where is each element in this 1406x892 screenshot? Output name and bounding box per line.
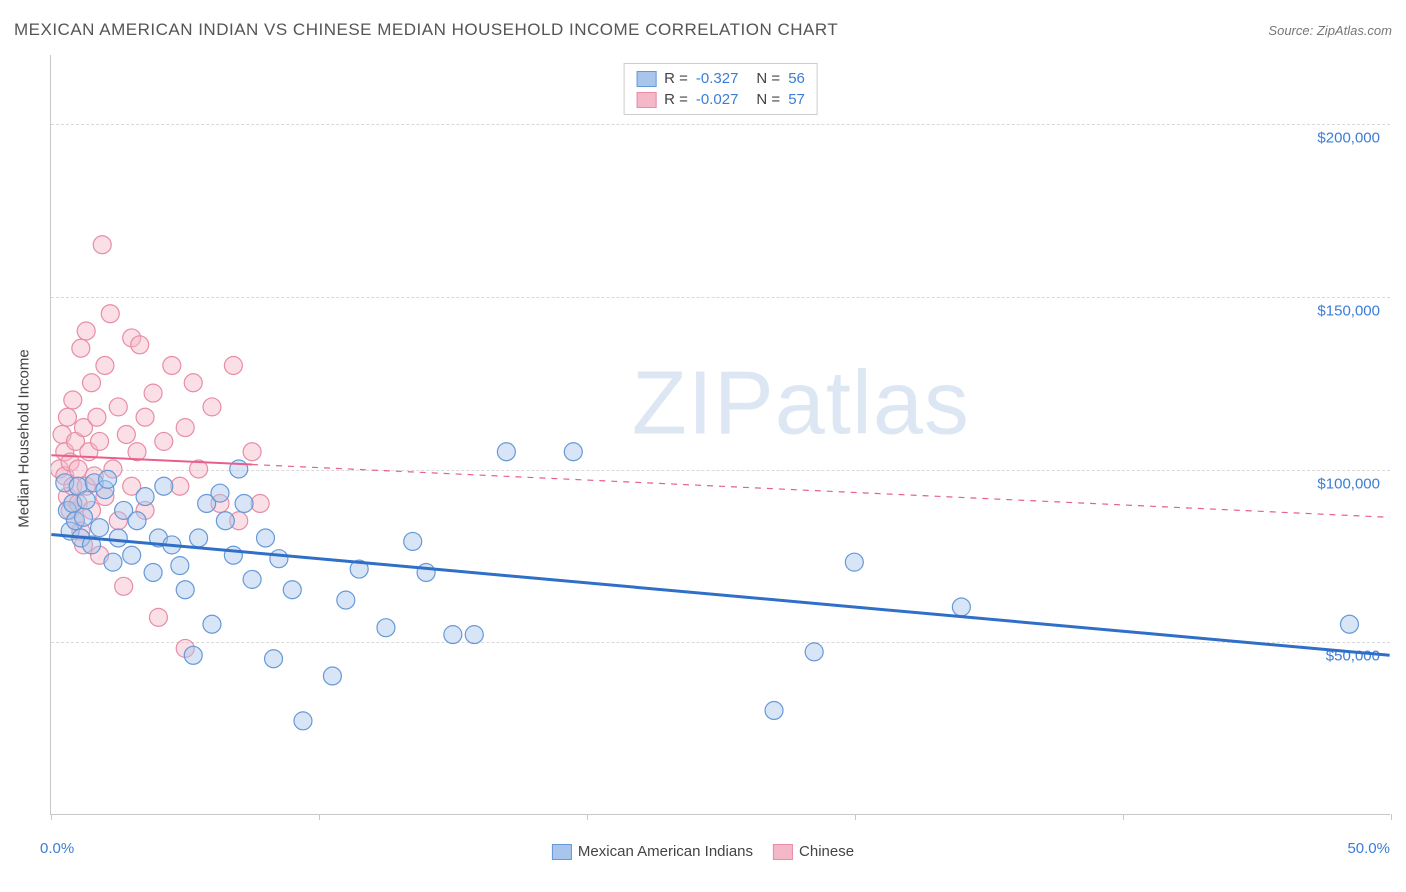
legend-label: Mexican American Indians bbox=[578, 843, 753, 860]
data-point-chinese bbox=[251, 495, 269, 513]
data-point-chinese bbox=[131, 336, 149, 354]
x-tick bbox=[587, 814, 588, 820]
data-point-mexican bbox=[144, 564, 162, 582]
data-point-chinese bbox=[155, 432, 173, 450]
data-point-chinese bbox=[203, 398, 221, 416]
data-point-chinese bbox=[109, 398, 127, 416]
data-point-mexican bbox=[465, 626, 483, 644]
data-point-mexican bbox=[155, 477, 173, 495]
data-point-chinese bbox=[96, 357, 114, 375]
legend-label: Chinese bbox=[799, 843, 854, 860]
data-point-mexican bbox=[294, 712, 312, 730]
correlation-legend: R = -0.327 N = 56 R = -0.027 N = 57 bbox=[623, 63, 818, 115]
trendline-dashed-chinese bbox=[252, 465, 1390, 518]
data-point-mexican bbox=[99, 470, 117, 488]
data-point-mexican bbox=[77, 491, 95, 509]
data-point-mexican bbox=[265, 650, 283, 668]
data-point-mexican bbox=[377, 619, 395, 637]
data-point-chinese bbox=[93, 236, 111, 254]
legend-swatch bbox=[773, 844, 793, 860]
swatch-mexican bbox=[636, 71, 656, 87]
legend-row-mexican: R = -0.327 N = 56 bbox=[636, 68, 805, 89]
data-point-mexican bbox=[283, 581, 301, 599]
data-point-mexican bbox=[216, 512, 234, 530]
data-point-chinese bbox=[136, 408, 154, 426]
x-tick bbox=[855, 814, 856, 820]
data-point-mexican bbox=[123, 546, 141, 564]
data-point-mexican bbox=[952, 598, 970, 616]
data-point-mexican bbox=[444, 626, 462, 644]
data-point-mexican bbox=[184, 646, 202, 664]
data-point-mexican bbox=[497, 443, 515, 461]
data-point-chinese bbox=[115, 577, 133, 595]
x-tick bbox=[1123, 814, 1124, 820]
data-point-chinese bbox=[163, 357, 181, 375]
y-axis-label: Median Household Income bbox=[16, 349, 33, 527]
data-point-mexican bbox=[203, 615, 221, 633]
data-point-mexican bbox=[564, 443, 582, 461]
data-point-chinese bbox=[149, 608, 167, 626]
data-point-mexican bbox=[337, 591, 355, 609]
data-point-mexican bbox=[270, 550, 288, 568]
data-point-mexican bbox=[765, 702, 783, 720]
data-point-mexican bbox=[805, 643, 823, 661]
scatter-chart: ZIPatlas R = -0.327 N = 56 R = -0.027 N … bbox=[50, 55, 1390, 815]
chart-title: MEXICAN AMERICAN INDIAN VS CHINESE MEDIA… bbox=[14, 20, 838, 40]
data-point-mexican bbox=[404, 532, 422, 550]
data-point-chinese bbox=[176, 419, 194, 437]
data-point-chinese bbox=[144, 384, 162, 402]
data-point-chinese bbox=[64, 391, 82, 409]
data-point-mexican bbox=[109, 529, 127, 547]
data-point-chinese bbox=[243, 443, 261, 461]
data-point-chinese bbox=[171, 477, 189, 495]
x-axis-start-label: 0.0% bbox=[40, 840, 74, 857]
data-point-chinese bbox=[58, 408, 76, 426]
plot-svg bbox=[51, 55, 1390, 814]
data-point-chinese bbox=[117, 426, 135, 444]
data-point-mexican bbox=[211, 484, 229, 502]
data-point-mexican bbox=[104, 553, 122, 571]
legend-row-chinese: R = -0.027 N = 57 bbox=[636, 89, 805, 110]
data-point-mexican bbox=[128, 512, 146, 530]
data-point-chinese bbox=[69, 460, 87, 478]
data-point-chinese bbox=[72, 339, 90, 357]
data-point-mexican bbox=[190, 529, 208, 547]
trendline-mexican bbox=[51, 535, 1389, 656]
chart-source: Source: ZipAtlas.com bbox=[1268, 23, 1392, 38]
x-tick bbox=[319, 814, 320, 820]
data-point-mexican bbox=[75, 508, 93, 526]
data-point-mexican bbox=[243, 570, 261, 588]
data-point-chinese bbox=[88, 408, 106, 426]
series-legend: Mexican American Indians Chinese bbox=[552, 843, 854, 860]
data-point-mexican bbox=[176, 581, 194, 599]
legend-item: Mexican American Indians bbox=[552, 843, 753, 860]
data-point-mexican bbox=[257, 529, 275, 547]
data-point-mexican bbox=[845, 553, 863, 571]
data-point-chinese bbox=[83, 374, 101, 392]
data-point-mexican bbox=[91, 519, 109, 537]
data-point-mexican bbox=[235, 495, 253, 513]
data-point-mexican bbox=[1340, 615, 1358, 633]
chart-header: MEXICAN AMERICAN INDIAN VS CHINESE MEDIA… bbox=[14, 20, 1392, 40]
data-point-chinese bbox=[91, 432, 109, 450]
data-point-mexican bbox=[323, 667, 341, 685]
swatch-chinese bbox=[636, 92, 656, 108]
x-tick bbox=[51, 814, 52, 820]
data-point-chinese bbox=[184, 374, 202, 392]
data-point-chinese bbox=[77, 322, 95, 340]
x-tick bbox=[1391, 814, 1392, 820]
data-point-mexican bbox=[136, 488, 154, 506]
data-point-chinese bbox=[101, 305, 119, 323]
data-point-chinese bbox=[224, 357, 242, 375]
data-point-mexican bbox=[417, 564, 435, 582]
x-axis-end-label: 50.0% bbox=[1347, 840, 1390, 857]
data-point-mexican bbox=[171, 557, 189, 575]
legend-swatch bbox=[552, 844, 572, 860]
legend-item: Chinese bbox=[773, 843, 854, 860]
